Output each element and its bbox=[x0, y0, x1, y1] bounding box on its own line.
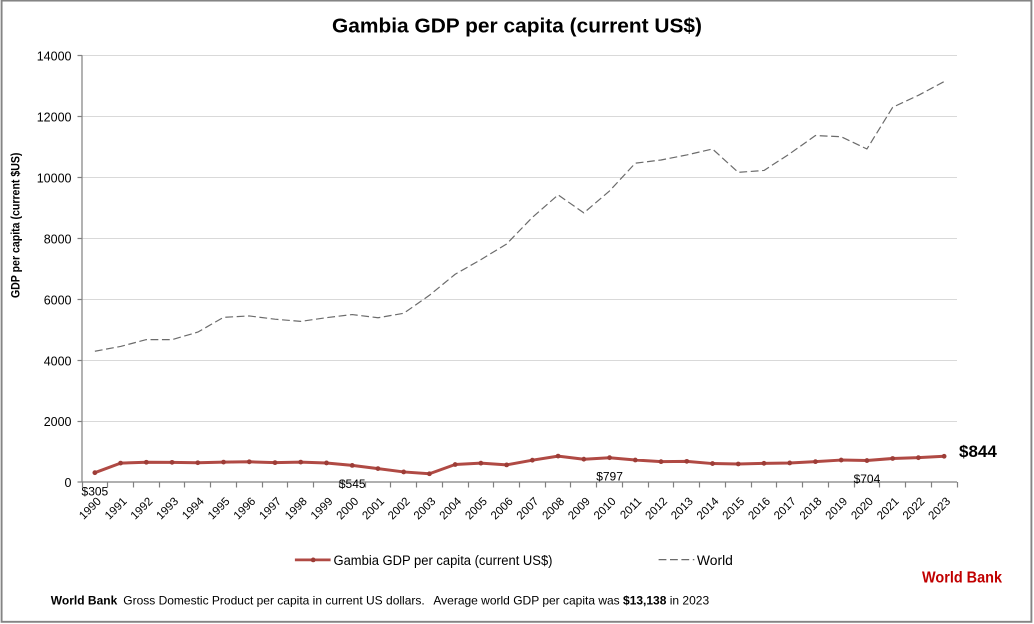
svg-text:Gambia GDP per capita (current: Gambia GDP per capita (current US$) bbox=[334, 553, 553, 569]
svg-text:6000: 6000 bbox=[44, 293, 72, 307]
svg-text:10000: 10000 bbox=[37, 171, 72, 185]
svg-text:12000: 12000 bbox=[37, 111, 72, 125]
svg-text:$305: $305 bbox=[82, 484, 109, 498]
svg-text:World Bank: World Bank bbox=[922, 570, 1002, 587]
svg-text:$797: $797 bbox=[596, 469, 623, 483]
svg-text:Gambia GDP per capita (current: Gambia GDP per capita (current US$) bbox=[332, 16, 702, 38]
svg-text:$704: $704 bbox=[854, 472, 881, 486]
svg-text:8000: 8000 bbox=[44, 232, 72, 246]
svg-text:World Bank Gross Domestic Prod: World Bank Gross Domestic Product per ca… bbox=[51, 594, 710, 608]
svg-text:GDP per capita (current $US): GDP per capita (current $US) bbox=[9, 153, 23, 298]
svg-text:4000: 4000 bbox=[44, 354, 72, 368]
svg-text:0: 0 bbox=[65, 476, 72, 490]
svg-text:World: World bbox=[697, 553, 733, 569]
svg-text:14000: 14000 bbox=[37, 50, 72, 64]
svg-text:2000: 2000 bbox=[44, 415, 72, 429]
svg-text:$545: $545 bbox=[339, 477, 366, 491]
svg-text:$844: $844 bbox=[959, 442, 997, 461]
